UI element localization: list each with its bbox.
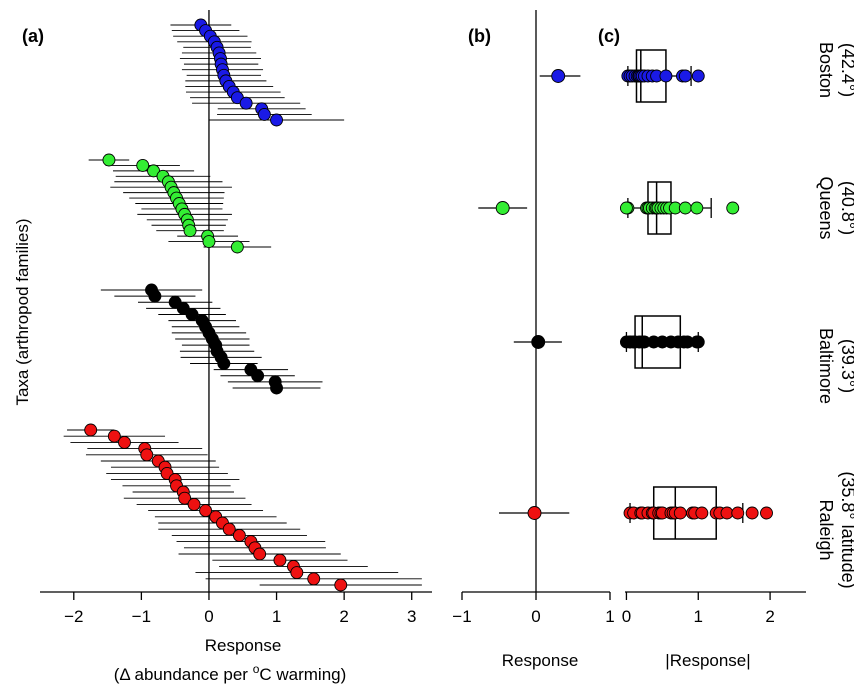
panel-c-boston-point (678, 69, 692, 83)
site-label-boston-lat: (42.4°) (838, 43, 854, 97)
panel-b-queens-point (495, 201, 510, 215)
panel-b-x-tick-label: −1 (452, 607, 471, 626)
panel-c-raleigh-point (760, 506, 773, 520)
site-label-raleigh-name: Raleigh (816, 499, 836, 560)
panel-a-xlabel-sup: o (253, 662, 260, 676)
panel-a-queens-point (102, 153, 116, 167)
chart-marks: −2 −1 0 1 2 3 −1 0 1 0 1 2 (63, 10, 775, 626)
panel-b-x-tick-label: 1 (605, 607, 614, 626)
panel-a-baltimore-point (148, 289, 162, 303)
panel-a-raleigh-point (307, 572, 321, 586)
site-label-queens: Queens (40.8°) (816, 176, 854, 239)
panel-c-baltimore-point (691, 335, 705, 349)
site-label-baltimore-lat: (39.3°) (838, 339, 854, 393)
panel-c-label: (c) (598, 26, 620, 46)
panel-a-boston-point (257, 107, 271, 121)
panel-a-x-tick-label: 1 (272, 607, 281, 626)
panel-b-xlabel: Response (502, 651, 579, 670)
panel-c-boston-point (691, 69, 705, 83)
panel-b-boston-point (551, 69, 566, 83)
panel-c-boston-point (659, 69, 673, 83)
panel-a-xlabel-units: (Δ abundance per oC warming) (114, 662, 347, 684)
panel-a-raleigh-point (187, 497, 201, 511)
panel-a-boston-point (239, 96, 253, 110)
site-label-queens-lat: (40.8°) (838, 181, 854, 235)
panel-a-x-tick-label: −1 (132, 607, 151, 626)
site-label-boston-name: Boston (816, 42, 836, 98)
panel-c-raleigh-point (673, 506, 687, 520)
panel-a-ylabel: Taxa (arthropod families) (13, 218, 32, 405)
site-label-baltimore-name: Baltimore (816, 328, 836, 404)
panel-a-baltimore-point (251, 369, 265, 383)
panel-c-raleigh-point (695, 506, 709, 520)
panel-c-x-tick-label: 0 (622, 607, 631, 626)
panel-a-queens-point (183, 224, 197, 238)
panel-a-x-tick-label: 0 (204, 607, 213, 626)
site-label-raleigh: Raleigh(35.8° latitude) (816, 471, 854, 588)
panel-c-raleigh-point (745, 506, 759, 520)
panel-a-x-tick-label: 3 (407, 607, 416, 626)
panel-a-raleigh-point (84, 423, 98, 437)
panel-a-raleigh-point (290, 566, 304, 580)
panel-a-label: (a) (22, 26, 44, 46)
panel-a-queens-point (202, 235, 216, 249)
panel-a-baltimore-point (270, 381, 284, 395)
panel-a-baltimore-point (217, 357, 231, 370)
panel-a-x-tick-label: −2 (64, 607, 83, 626)
panel-a-xlabel: Response (205, 636, 282, 655)
panel-c-queens-point (726, 201, 740, 215)
panel-a-queens-point (136, 158, 150, 172)
panel-b-baltimore-point (531, 335, 546, 349)
panel-a-xlabel-suffix: C warming) (259, 665, 346, 684)
panel-a-raleigh-point (107, 429, 121, 443)
site-label-queens-name: Queens (816, 176, 836, 239)
panel-b-x-tick-label: 0 (531, 607, 540, 626)
panel-c-queens-point (690, 201, 704, 215)
panel-c-xlabel: |Response| (665, 651, 750, 670)
panel-c-queens-point (678, 201, 692, 215)
panel-c-raleigh-point (731, 506, 745, 520)
panel-b-label: (b) (468, 26, 491, 46)
panel-a-baltimore-point (185, 308, 199, 321)
panel-a-raleigh-point (334, 578, 348, 592)
panel-c-raleigh-point (720, 506, 734, 520)
panel-a-baltimore-point (176, 301, 190, 315)
panel-a-raleigh-point (253, 547, 267, 561)
panel-a-queens-point (230, 240, 244, 254)
site-label-boston: Boston (42.4°) (816, 42, 854, 98)
panel-a-raleigh-point (199, 504, 213, 518)
panel-a-boston-point (270, 113, 284, 127)
panel-b-raleigh-point (527, 506, 542, 520)
panel-c-queens-point (619, 201, 633, 215)
panel-c-x-tick-label: 1 (694, 607, 703, 626)
panel-a-x-tick-label: 2 (339, 607, 348, 626)
panel-a-raleigh-point (140, 448, 154, 462)
panel-c-x-tick-label: 2 (765, 607, 774, 626)
panel-a-raleigh-point (178, 491, 192, 505)
panel-a-raleigh-point (232, 528, 246, 542)
panel-a-raleigh-point (222, 522, 236, 536)
panel-a-xlabel-prefix: (Δ abundance per (114, 665, 253, 684)
site-label-raleigh-lat: (35.8° latitude) (838, 471, 854, 588)
panel-a-raleigh-point (118, 435, 131, 449)
panel-a-raleigh-point (273, 553, 287, 567)
site-label-baltimore: Baltimore (39.3°) (816, 328, 854, 404)
